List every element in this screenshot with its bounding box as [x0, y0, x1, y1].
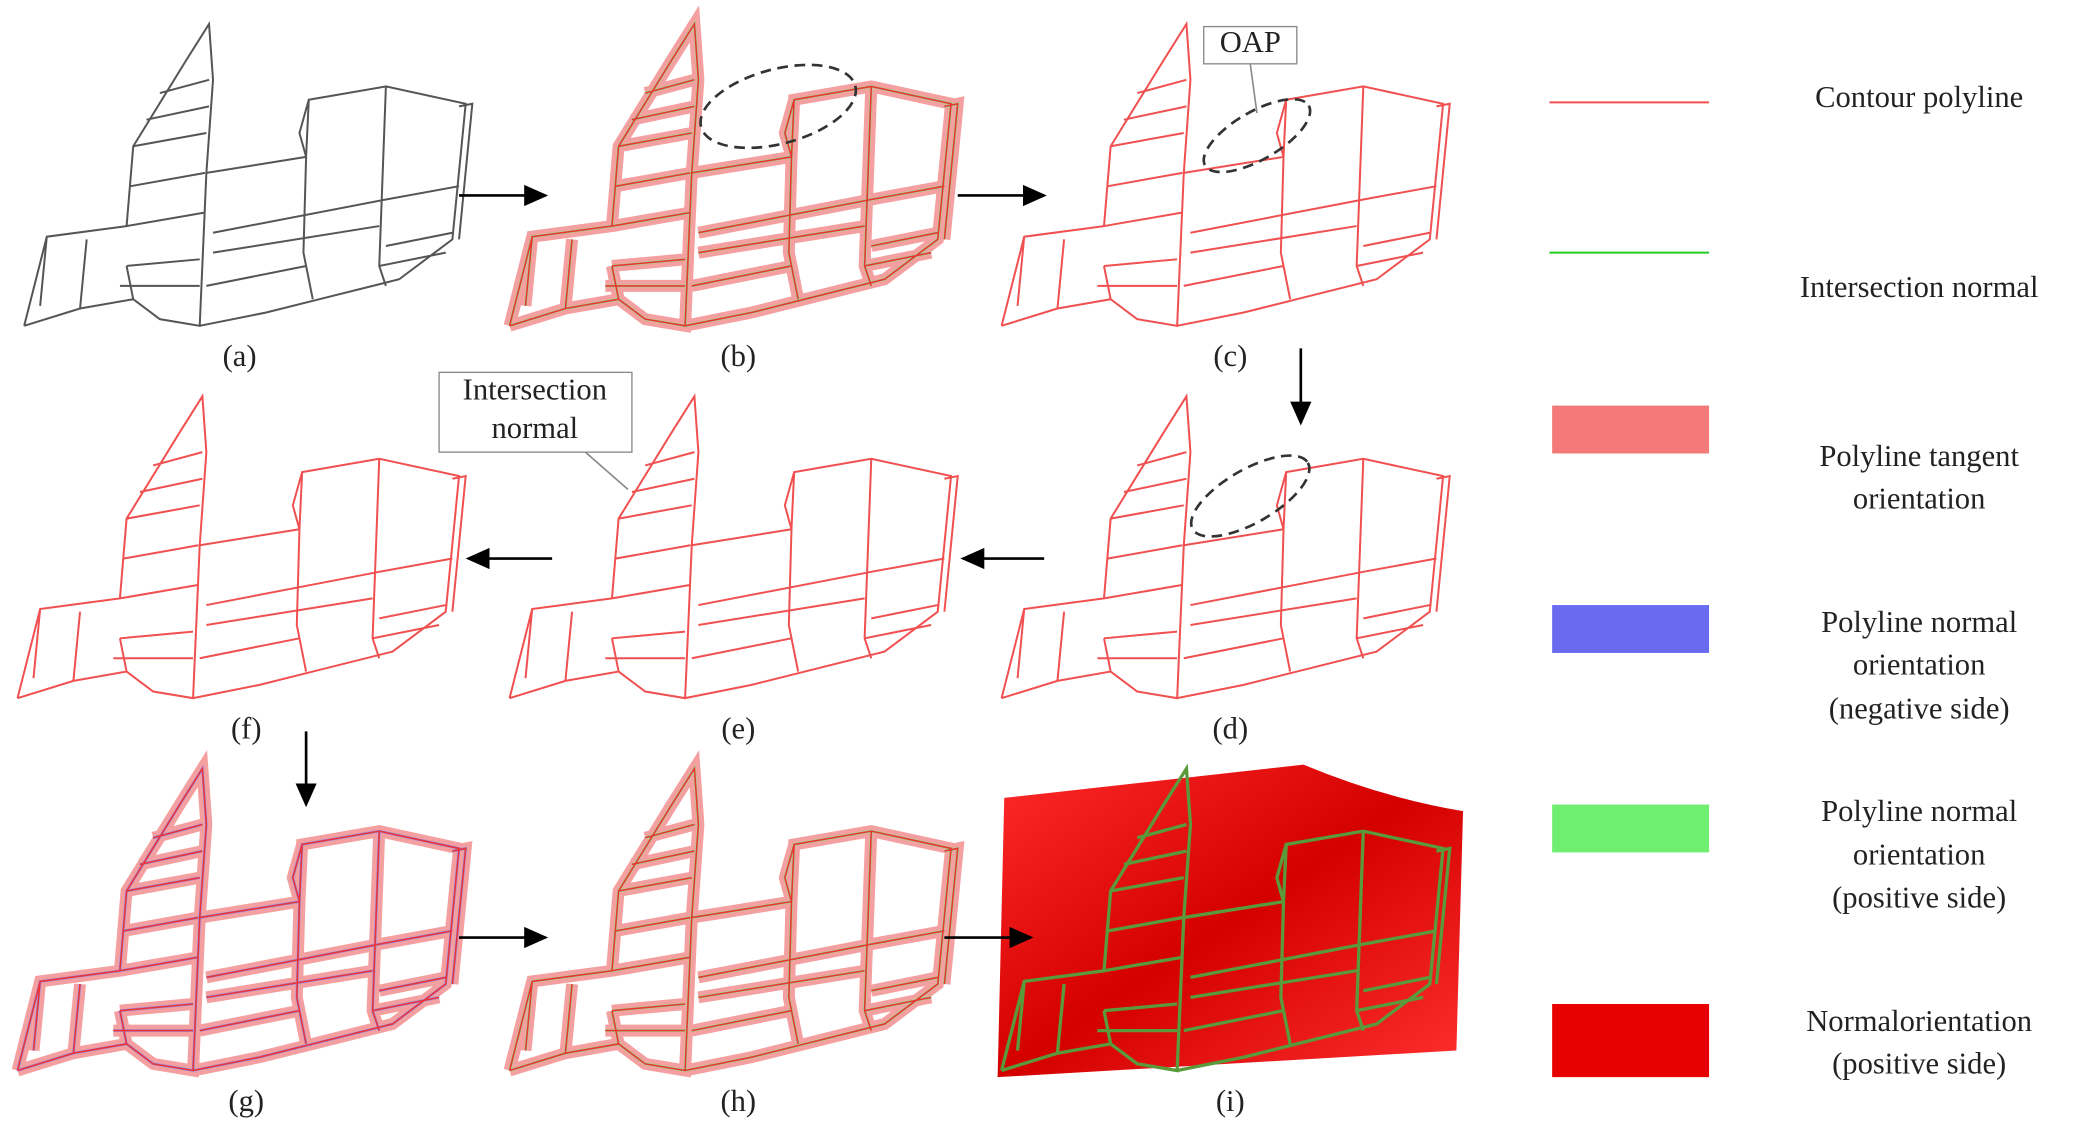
- panel-label: (a): [223, 339, 257, 373]
- panel-h: [510, 769, 958, 1071]
- normal-leader: [584, 451, 629, 490]
- legend-swatch: [1552, 605, 1710, 653]
- panel-a: [23, 22, 474, 327]
- panel-label: (i): [1216, 1084, 1245, 1118]
- panel-b: [510, 24, 958, 326]
- legend-swatch: [1552, 405, 1710, 454]
- normal-box: [438, 371, 633, 453]
- legend-text: orientation: [1853, 648, 1985, 682]
- legend-text: Polyline tangent: [1819, 439, 2019, 473]
- legend-text: Polyline normal: [1821, 794, 2017, 828]
- panel-label: (e): [721, 711, 755, 745]
- legend-text: Contour polyline: [1815, 80, 2023, 114]
- normal-label: Intersection: [463, 372, 607, 406]
- panel-i: [997, 764, 1464, 1078]
- highlight-ellipses: [699, 63, 1312, 538]
- legend-text: Intersection normal: [1800, 270, 2039, 304]
- legend-text: (positive side): [1832, 1047, 2006, 1081]
- legend-text: (negative side): [1829, 691, 2010, 725]
- oap-label: OAP: [1220, 25, 1281, 59]
- panel-label: (f): [231, 711, 262, 745]
- panel-label: (c): [1213, 339, 1247, 373]
- oap-box: [1203, 25, 1298, 65]
- panel-g: [18, 769, 466, 1071]
- normal-label: normal: [492, 411, 579, 445]
- panel-label: (g): [228, 1084, 264, 1118]
- legend-text: (positive side): [1832, 880, 2006, 914]
- legend-text: Polyline normal: [1821, 605, 2017, 639]
- legend-swatch: [1552, 1004, 1710, 1078]
- panel-label: (h): [720, 1084, 756, 1118]
- legend-text: orientation: [1853, 838, 1985, 872]
- panel-label: (d): [1213, 711, 1249, 745]
- arrows: [295, 184, 1312, 949]
- oap-leader: [1249, 63, 1258, 114]
- legend-text: orientation: [1853, 481, 1985, 515]
- legend-text: Normalorientation: [1806, 1004, 2032, 1038]
- panel-f: [16, 395, 467, 700]
- panel-label: (b): [720, 339, 756, 373]
- legend: Contour polyline Intersection normal Pol…: [1549, 80, 2038, 1081]
- panel-d: [1000, 395, 1451, 700]
- legend-swatch: [1552, 804, 1710, 853]
- panel-c: [1000, 22, 1451, 327]
